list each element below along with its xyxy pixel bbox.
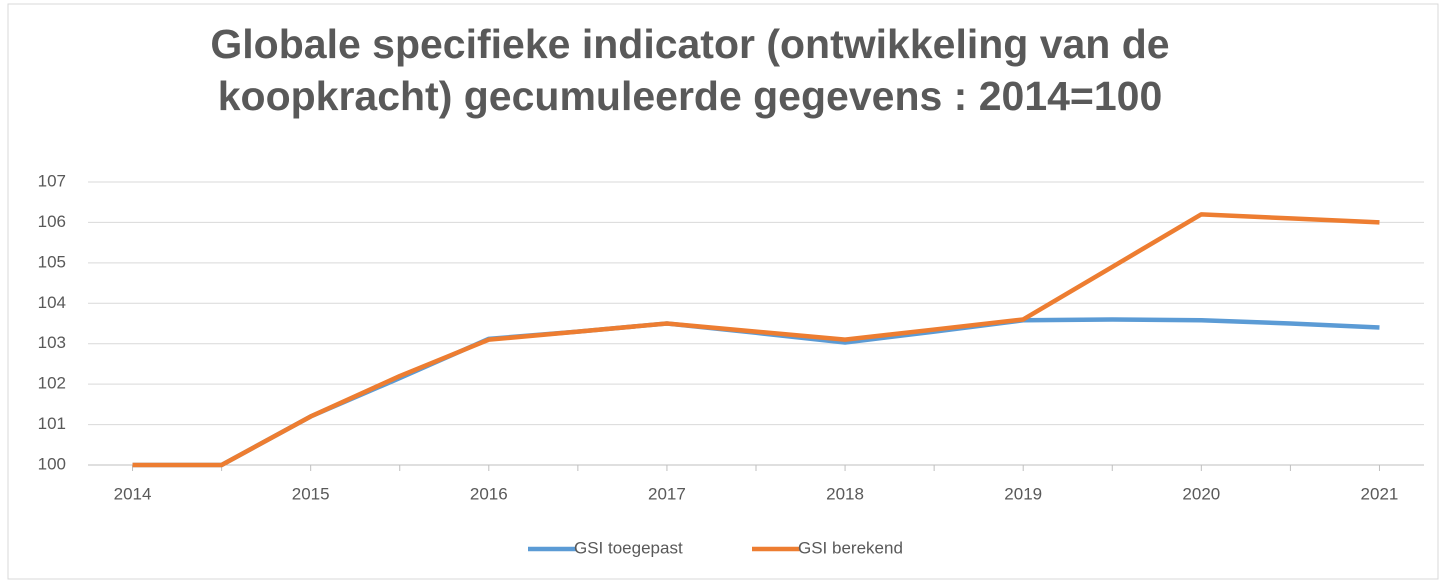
x-tick-label: 2019 — [1004, 484, 1042, 503]
chart-frame — [7, 3, 1439, 580]
x-tick-label: 2015 — [292, 484, 330, 503]
y-tick-label: 101 — [38, 414, 66, 433]
legend-label: GSI berekend — [798, 538, 903, 557]
x-tick-label: 2017 — [648, 484, 686, 503]
x-tick-label: 2016 — [470, 484, 508, 503]
x-tick-label: 2014 — [114, 484, 152, 503]
y-tick-label: 107 — [38, 171, 66, 190]
y-tick-label: 106 — [38, 212, 66, 231]
x-tick-label: 2020 — [1182, 484, 1220, 503]
chart-title: Globale specifieke indicator (ontwikkeli… — [210, 21, 1170, 119]
legend-label: GSI toegepast — [574, 538, 683, 557]
y-tick-label: 102 — [38, 374, 66, 393]
y-tick-label: 103 — [38, 333, 66, 352]
y-tick-label: 104 — [38, 293, 66, 312]
y-tick-label: 105 — [38, 252, 66, 271]
y-tick-label: 100 — [38, 454, 66, 473]
x-tick-label: 2021 — [1361, 484, 1399, 503]
x-tick-label: 2018 — [826, 484, 864, 503]
series-line — [132, 317, 1380, 468]
series-line — [132, 212, 1380, 468]
